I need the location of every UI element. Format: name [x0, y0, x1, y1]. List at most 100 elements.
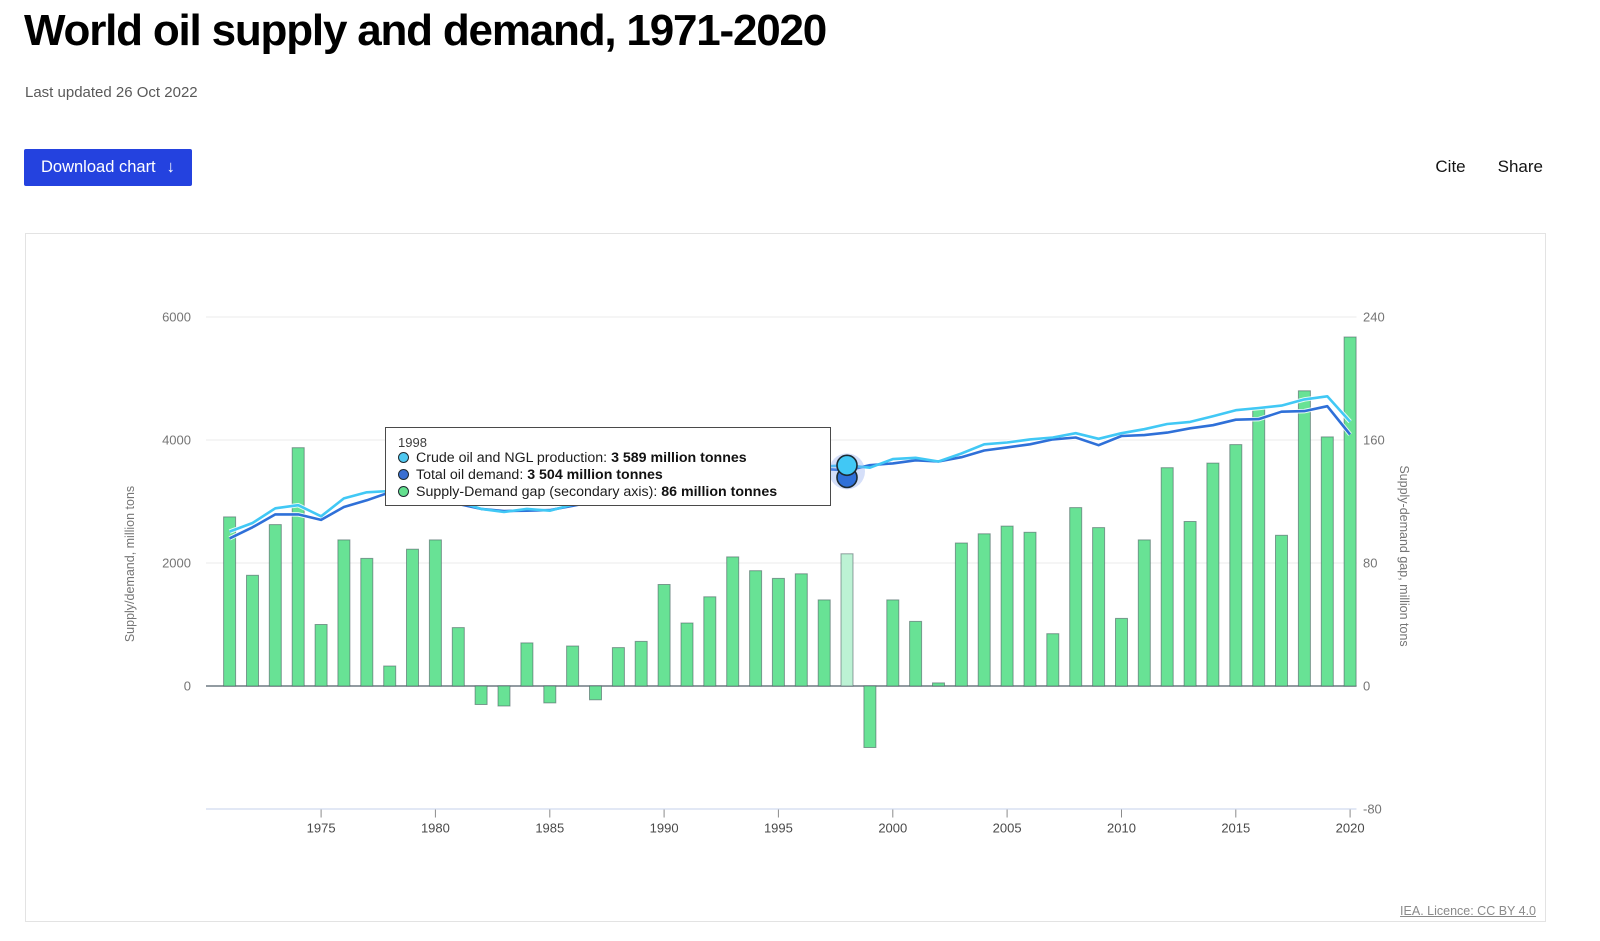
x-label-1985: 1985: [535, 821, 564, 836]
bar-2001[interactable]: [909, 620, 923, 687]
right-axis-label-80: 80: [1363, 556, 1377, 571]
share-link[interactable]: Share: [1497, 157, 1543, 176]
bar-1972[interactable]: [246, 574, 259, 687]
bar-2004[interactable]: [977, 533, 991, 687]
page-title: World oil supply and demand, 1971-2020: [24, 6, 827, 55]
bar-1999[interactable]: [863, 685, 877, 748]
bar-2018[interactable]: [1297, 390, 1311, 687]
bar-1993[interactable]: [726, 556, 740, 687]
production-point-1998[interactable]: [836, 454, 858, 477]
left-axis-label-4000: 4000: [162, 433, 191, 448]
bar-2016[interactable]: [1252, 407, 1266, 687]
bar-2008[interactable]: [1069, 507, 1083, 687]
left-axis-title: Supply/demand, million tons: [123, 486, 137, 642]
bar-2014[interactable]: [1206, 462, 1220, 687]
right-axis-label-0: 0: [1363, 679, 1370, 694]
bar-1995[interactable]: [771, 577, 785, 687]
right-axis-label-240: 240: [1363, 310, 1385, 325]
bar-1975[interactable]: [314, 624, 328, 687]
tooltip-gap-value: 86 million tonnes: [661, 483, 778, 500]
gap-dot-icon: [398, 485, 409, 497]
x-label-1995: 1995: [764, 821, 793, 836]
x-label-1980: 1980: [421, 821, 450, 836]
download-chart-button[interactable]: Download chart ↓: [24, 149, 192, 186]
header-links: Cite Share: [1435, 157, 1543, 177]
last-updated-text: Last updated 26 Oct 2022: [25, 84, 198, 101]
x-label-2015: 2015: [1221, 821, 1250, 836]
license-link[interactable]: IEA. Licence: CC BY 4.0: [1400, 904, 1536, 918]
tooltip-row-demand: Total oil demand: 3 504 million tonnes: [398, 467, 818, 484]
bar-2009[interactable]: [1092, 527, 1106, 687]
bar-2006[interactable]: [1023, 531, 1037, 687]
left-axis-label-6000: 6000: [162, 310, 191, 325]
bar-1977[interactable]: [360, 557, 374, 687]
download-arrow-icon: ↓: [166, 158, 175, 176]
bar-1974[interactable]: [291, 447, 305, 687]
bar-1990[interactable]: [657, 584, 671, 687]
x-label-2020: 2020: [1336, 821, 1365, 836]
bar-1994[interactable]: [749, 570, 763, 687]
bar-2003[interactable]: [954, 542, 968, 687]
bar-1978[interactable]: [383, 665, 397, 687]
download-chart-label: Download chart: [41, 158, 156, 176]
tooltip-gap-label: Supply-Demand gap (secondary axis):: [416, 483, 662, 500]
bar-1987[interactable]: [589, 685, 602, 701]
demand-dot-icon: [398, 468, 409, 480]
bar-1979[interactable]: [406, 548, 419, 687]
bar-1988[interactable]: [611, 647, 625, 687]
bar-1986[interactable]: [566, 645, 580, 687]
x-label-1990: 1990: [650, 821, 679, 836]
bar-1980[interactable]: [428, 539, 442, 687]
bar-2017[interactable]: [1275, 534, 1288, 687]
tooltip-year: 1998: [398, 435, 427, 450]
bar-1973[interactable]: [268, 524, 282, 687]
chart-card: 1975 1980 1985 1990 1995 2000 2005 2010 2015 2020…: [25, 233, 1546, 922]
bar-2020[interactable]: [1343, 336, 1357, 687]
bar-2007[interactable]: [1046, 633, 1060, 687]
bar-1982[interactable]: [474, 685, 488, 705]
bar-1998[interactable]: [840, 553, 854, 687]
tooltip-production-value: 3 589 million tonnes: [611, 450, 747, 466]
chart-svg: 1975 1980 1985 1990 1995 2000 2005 2010 2015 2020…: [123, 310, 1411, 836]
tooltip-demand-value: 3 504 million tonnes: [527, 466, 663, 483]
bar-1992[interactable]: [703, 596, 717, 687]
tooltip-production-label: Crude oil and NGL production:: [416, 450, 612, 466]
chart-tooltip: 1998 Crude oil and NGL production: 3 589…: [385, 427, 831, 506]
bar-2005[interactable]: [1000, 525, 1014, 687]
bar-1996[interactable]: [794, 573, 808, 687]
chart-plot-area: 1975 1980 1985 1990 1995 2000 2005 2010 2015 2020…: [26, 234, 1545, 921]
tooltip-row-production: Crude oil and NGL production: 3 589 mill…: [398, 450, 818, 467]
bar-2002[interactable]: [932, 682, 945, 687]
x-label-2010: 2010: [1107, 821, 1136, 836]
right-axis-label--80: -80: [1363, 802, 1382, 817]
tooltip-row-gap: Supply-Demand gap (secondary axis): 86 m…: [398, 484, 818, 501]
bar-2015[interactable]: [1229, 444, 1243, 687]
bar-1971[interactable]: [223, 516, 237, 687]
bar-1985[interactable]: [543, 685, 557, 704]
tooltip-demand-label: Total oil demand:: [416, 466, 528, 483]
bar-1981[interactable]: [451, 627, 465, 687]
bar-2000[interactable]: [886, 599, 900, 687]
bar-1984[interactable]: [520, 642, 534, 687]
bar-1989[interactable]: [634, 640, 648, 687]
left-axis-label-0: 0: [184, 679, 191, 694]
bar-2010[interactable]: [1115, 617, 1128, 687]
bar-1976[interactable]: [337, 539, 351, 687]
bar-2012[interactable]: [1160, 467, 1174, 687]
x-label-2000: 2000: [878, 821, 907, 836]
x-label-1975: 1975: [307, 821, 336, 836]
bar-1991[interactable]: [680, 622, 694, 687]
production-dot-icon: [398, 452, 409, 463]
gap-bars: [223, 336, 1357, 748]
bar-2011[interactable]: [1137, 539, 1151, 687]
bar-2013[interactable]: [1183, 521, 1197, 687]
bar-1983[interactable]: [497, 685, 511, 707]
bar-2019[interactable]: [1320, 436, 1334, 687]
right-axis-label-160: 160: [1363, 433, 1385, 448]
left-axis-label-2000: 2000: [162, 556, 191, 571]
bar-1997[interactable]: [817, 599, 831, 687]
cite-link[interactable]: Cite: [1435, 157, 1466, 176]
x-label-2005: 2005: [993, 821, 1022, 836]
right-axis-title: Supply-demand gap, million tons: [1397, 465, 1411, 646]
